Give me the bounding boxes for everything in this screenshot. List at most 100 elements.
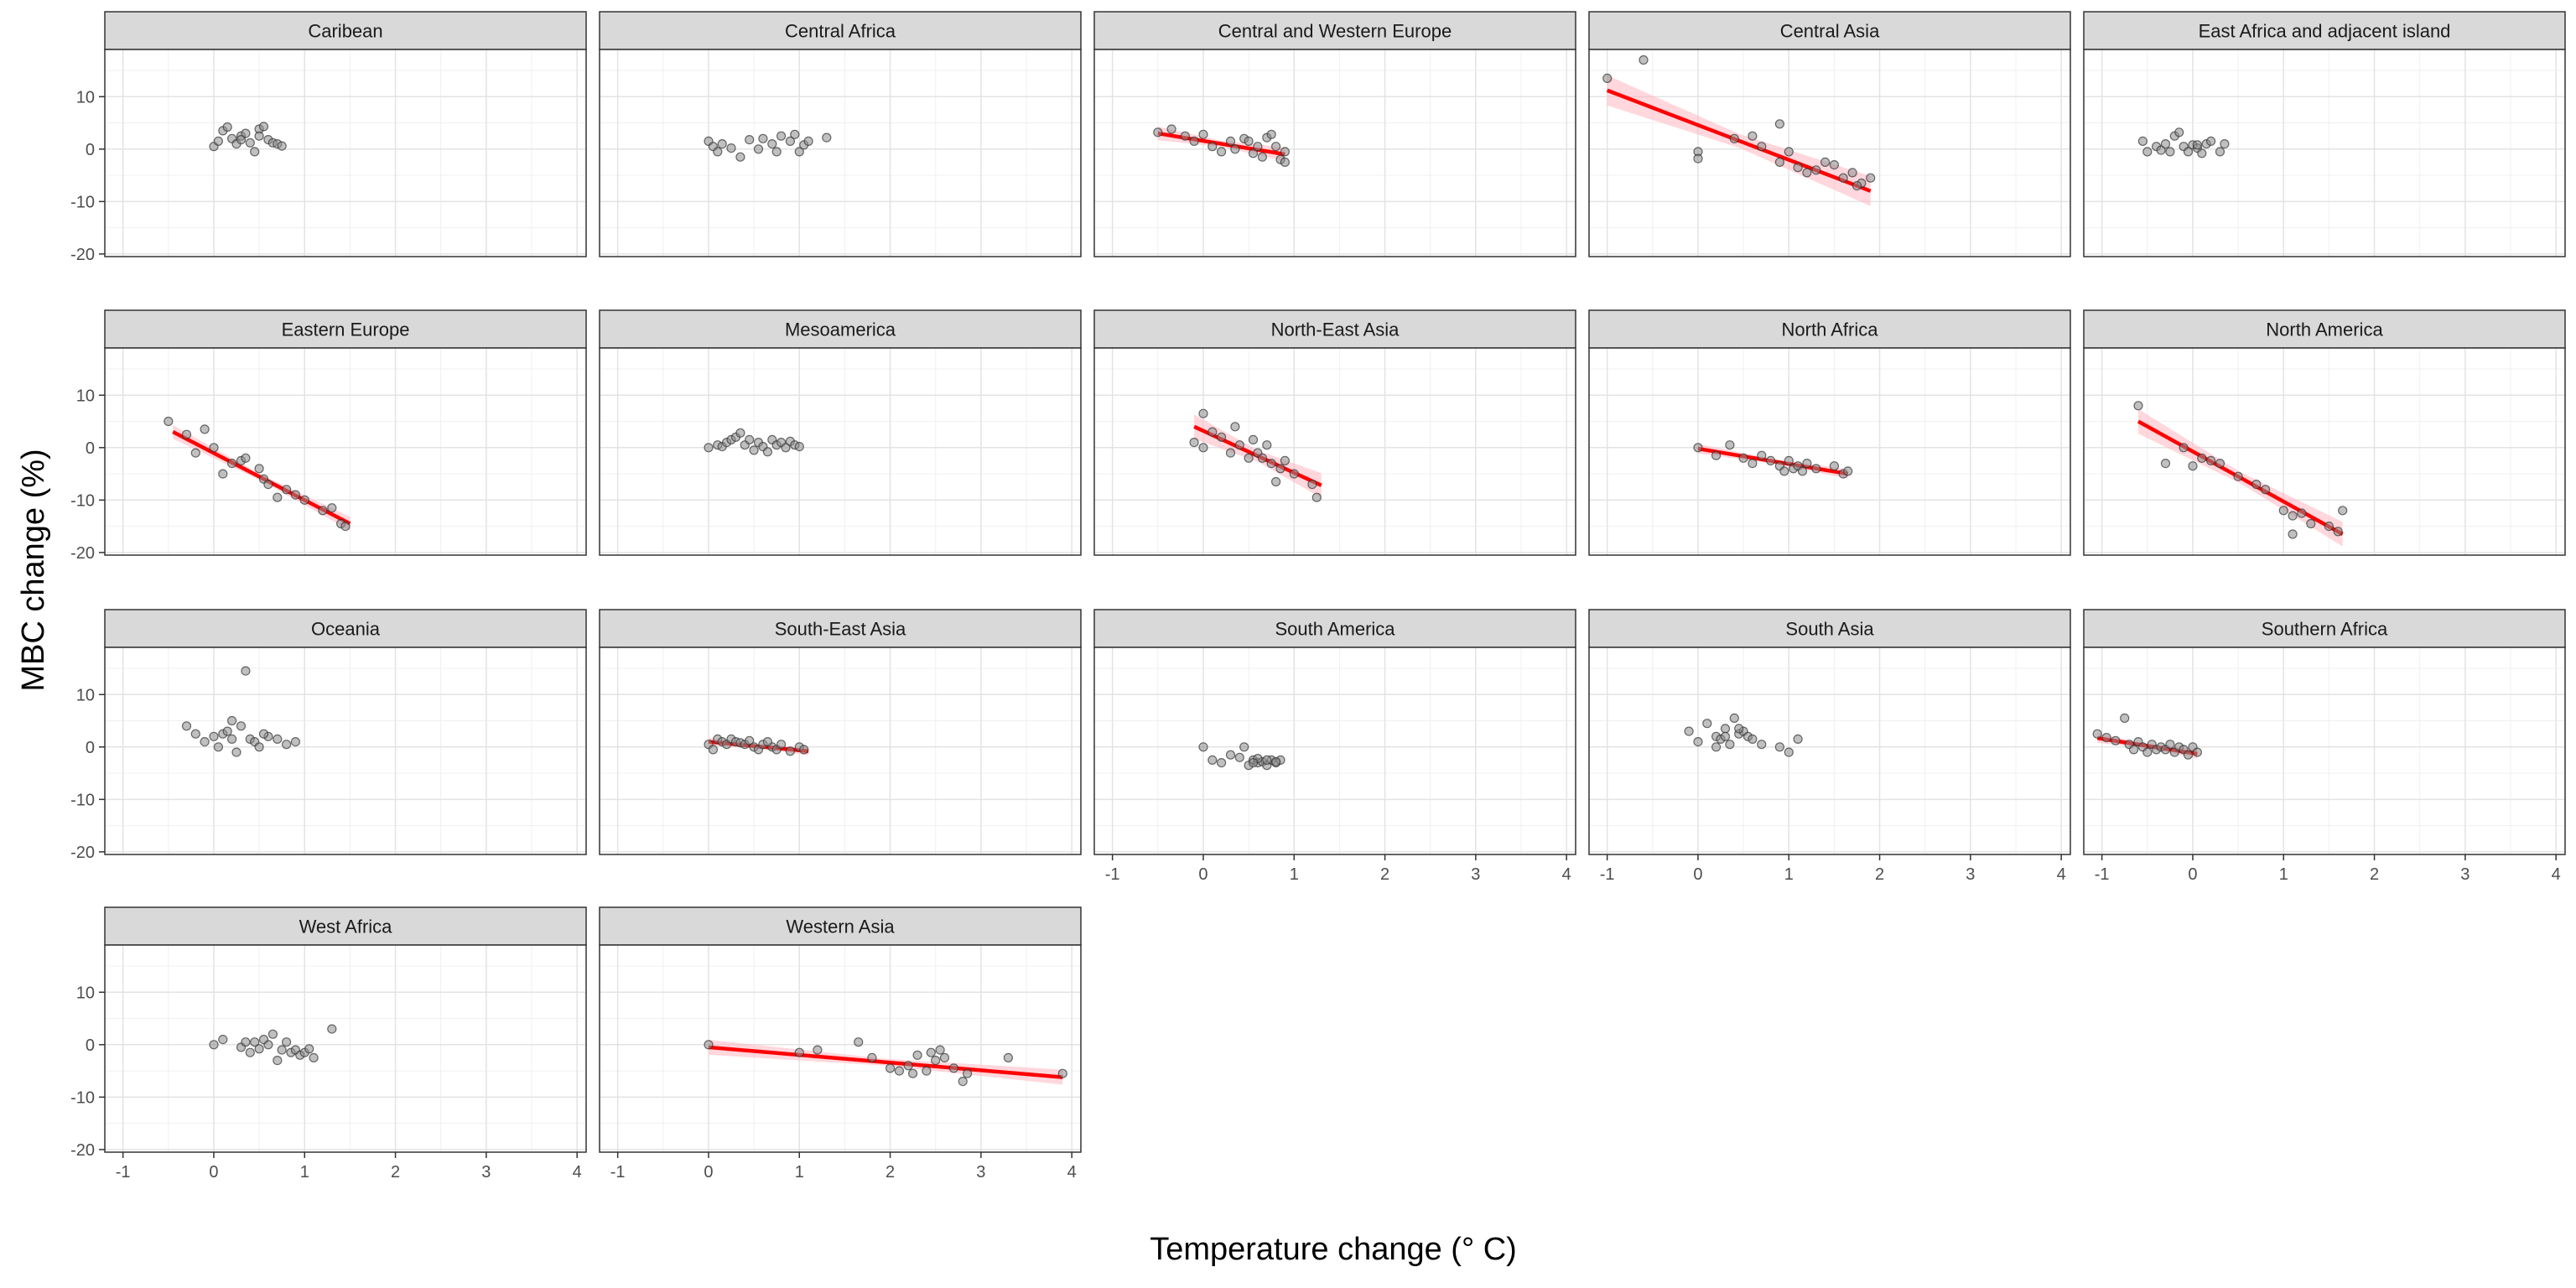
data-point	[1784, 747, 1794, 757]
data-point	[1711, 450, 1722, 460]
data-point	[912, 1050, 922, 1060]
y-tick-label: -10	[70, 193, 95, 211]
data-point	[1729, 713, 1739, 724]
data-point	[776, 131, 787, 141]
data-point	[794, 147, 804, 157]
data-point	[713, 147, 723, 157]
data-point	[2142, 747, 2153, 757]
x-tick-label: 2	[1380, 865, 1389, 884]
panel-border	[599, 647, 1082, 855]
data-point	[236, 135, 247, 145]
data-point	[745, 434, 755, 445]
x-tick-label: 0	[704, 1163, 713, 1182]
y-tick-label: -10	[70, 1088, 95, 1107]
x-tick-label: 1	[1290, 865, 1299, 884]
data-point	[2165, 740, 2175, 750]
data-point	[704, 1040, 714, 1050]
panel-border	[2083, 647, 2566, 855]
panel-background	[600, 945, 1081, 1152]
data-point	[254, 131, 264, 141]
data-point	[794, 441, 804, 452]
facet-strip-label: South-East Asia	[775, 619, 906, 640]
data-point	[227, 734, 237, 745]
data-point	[749, 445, 759, 455]
x-tick-label: 2	[1875, 865, 1884, 884]
panel-border	[1588, 49, 2071, 257]
data-point	[753, 144, 764, 154]
data-point	[254, 742, 264, 752]
data-point	[1693, 443, 1703, 453]
facet-panel: Central Africa	[599, 11, 1082, 257]
data-point	[1239, 742, 1249, 752]
data-point	[1720, 724, 1731, 734]
panel-background	[1094, 49, 1576, 257]
panel-border	[1093, 347, 1576, 556]
data-point	[726, 143, 736, 153]
data-point	[290, 490, 300, 500]
data-point	[2183, 750, 2194, 760]
data-point	[1774, 157, 1784, 167]
facet-strip-label: West Africa	[299, 917, 393, 937]
facet-strip-label: Central Asia	[1780, 21, 1880, 42]
x-tick-label: -1	[1105, 865, 1120, 884]
data-point	[1180, 131, 1190, 141]
y-tick-label: 0	[86, 739, 95, 757]
panel-background	[1589, 348, 2070, 555]
y-tick-label: -10	[70, 791, 95, 809]
data-point	[1639, 55, 1649, 65]
data-point	[803, 136, 813, 146]
data-point	[1793, 163, 1803, 173]
data-point	[767, 139, 777, 149]
facet-panel: Western Asia -1 0 1 2 3 4	[599, 906, 1082, 1182]
data-point	[273, 1055, 283, 1066]
data-point	[2156, 145, 2166, 155]
data-point	[1793, 734, 1803, 745]
data-point	[2233, 471, 2243, 481]
panel-border	[1588, 647, 2071, 855]
data-point	[762, 736, 773, 747]
panel-border	[1093, 49, 1576, 257]
data-point	[867, 1052, 877, 1063]
data-point	[250, 1037, 260, 1047]
data-point	[1270, 142, 1281, 152]
data-point	[1257, 453, 1268, 463]
data-point	[241, 128, 251, 138]
data-point	[258, 1034, 269, 1045]
facet-strip-label: Western Asia	[786, 917, 895, 937]
data-point	[2142, 147, 2153, 157]
data-point	[299, 495, 309, 505]
x-tick-label: 3	[481, 1163, 491, 1182]
data-point	[735, 152, 745, 162]
data-point	[717, 139, 727, 149]
y-tick-label: 10	[76, 88, 95, 106]
facet-strip	[599, 906, 1082, 946]
data-point	[1244, 136, 1254, 146]
data-point	[231, 747, 242, 757]
facet-strip	[2083, 609, 2566, 648]
data-point	[2120, 713, 2130, 724]
data-point	[1225, 136, 1236, 146]
data-point	[2192, 747, 2202, 757]
panel-background	[600, 647, 1081, 854]
facet-strip-label: Oceania	[311, 619, 381, 640]
data-point	[1797, 466, 1808, 476]
x-tick-label: -1	[2095, 865, 2110, 884]
data-point	[273, 734, 283, 745]
data-point	[1003, 1052, 1014, 1063]
data-point	[209, 731, 219, 741]
data-point	[1166, 124, 1176, 134]
data-point	[935, 1045, 945, 1055]
x-tick-label: 2	[886, 1163, 895, 1182]
data-point	[2261, 485, 2271, 495]
data-point	[1820, 157, 1831, 167]
data-point	[776, 740, 787, 750]
data-point	[2297, 508, 2307, 518]
data-point	[785, 746, 796, 756]
y-tick-label: 0	[86, 141, 95, 159]
y-tick-label: -20	[70, 544, 95, 563]
facet-strip-label: Eastern Europe	[282, 319, 410, 340]
panel-background	[1589, 647, 2070, 854]
data-point	[2137, 136, 2148, 146]
y-tick-label: 0	[86, 439, 95, 458]
